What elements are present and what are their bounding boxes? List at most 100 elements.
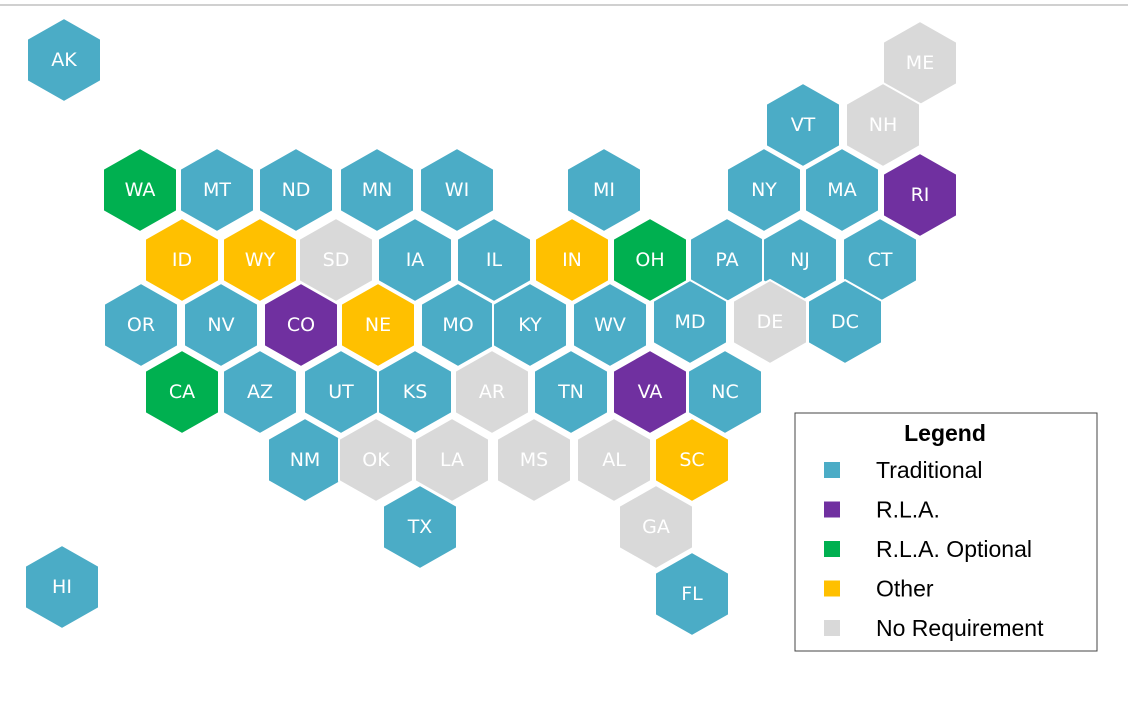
state-hex (612, 216, 688, 304)
state-hex (340, 281, 416, 369)
state-hex (726, 146, 802, 234)
state-label: IL (486, 249, 503, 271)
state-label: NC (711, 381, 738, 403)
state-hex (382, 483, 458, 571)
state-label: TX (407, 516, 433, 538)
state-hex (24, 543, 100, 631)
state-label: WA (125, 179, 156, 201)
state-label: OK (362, 449, 390, 471)
state-label: NJ (790, 249, 810, 271)
state-hex (576, 416, 652, 504)
state-label: MI (593, 179, 615, 201)
state-label: AL (602, 449, 626, 471)
state-label: FL (681, 583, 703, 605)
state-label: ND (282, 179, 311, 201)
state-hex (845, 81, 921, 169)
state-label: WY (245, 249, 276, 271)
state-hex (654, 550, 730, 638)
state-hex (496, 416, 572, 504)
state-hex (533, 348, 609, 436)
state-hex (572, 281, 648, 369)
state-label: MO (442, 314, 473, 336)
state-hex (338, 416, 414, 504)
state-label: AZ (247, 381, 273, 403)
state-label: NY (751, 179, 777, 201)
state-hex (222, 348, 298, 436)
state-label: OR (127, 314, 155, 336)
legend-label: Traditional (876, 457, 983, 483)
state-hex (222, 216, 298, 304)
state-hex (654, 416, 730, 504)
state-label: DC (831, 311, 859, 333)
state-label: NH (869, 114, 898, 136)
state-label: MT (203, 179, 231, 201)
state-hex (804, 146, 880, 234)
state-label: KS (403, 381, 428, 403)
legend-label: R.L.A. Optional (876, 536, 1032, 562)
state-hex (687, 348, 763, 436)
state-hex (377, 216, 453, 304)
state-label: TN (557, 381, 584, 403)
state-label: RI (911, 184, 930, 206)
state-hex (534, 216, 610, 304)
state-hex (183, 281, 259, 369)
state-label: WV (594, 314, 626, 336)
state-hex (144, 348, 220, 436)
state-label: AR (479, 381, 505, 403)
state-label: VA (638, 381, 663, 403)
legend-swatch (824, 541, 840, 557)
state-hex (103, 281, 179, 369)
state-label: ID (172, 249, 192, 271)
state-label: SC (679, 449, 704, 471)
state-label: MD (674, 311, 705, 333)
legend-box (794, 412, 1098, 652)
state-label: IA (406, 249, 425, 271)
legend-swatch (824, 501, 840, 518)
state-label: OH (635, 249, 664, 271)
state-label: NM (290, 449, 321, 471)
legend-label: No Requirement (876, 615, 1044, 641)
state-hex (454, 348, 530, 436)
state-label: HI (52, 576, 72, 598)
legend-swatch (824, 620, 840, 636)
state-label: WI (445, 179, 469, 201)
state-hex (377, 348, 453, 436)
state-label: MS (520, 449, 548, 471)
state-label: UT (328, 381, 354, 403)
state-hex (144, 216, 220, 304)
state-label: MN (362, 179, 393, 201)
legend-label: Other (876, 576, 934, 602)
state-hex (882, 151, 958, 239)
state-label: ME (906, 52, 934, 74)
state-label: IN (562, 249, 582, 271)
state-label: AK (51, 49, 77, 71)
state-hex (102, 146, 178, 234)
state-label: VT (791, 114, 816, 136)
state-hex (566, 146, 642, 234)
state-label: PA (715, 249, 738, 271)
state-label: CO (287, 314, 315, 336)
state-label: GA (642, 516, 670, 538)
state-hex (339, 146, 415, 234)
state-label: KY (518, 314, 542, 336)
state-label: NE (365, 314, 391, 336)
state-hex (618, 483, 694, 571)
state-label: CT (868, 249, 893, 271)
state-label: LA (440, 449, 464, 471)
state-hex (26, 16, 102, 104)
state-label: DE (757, 311, 784, 333)
state-label: MA (827, 179, 856, 201)
states: AK ME VT NH WA MT ND MN WI MI NY MA RI ID WY SD IA IL IN OH… (24, 16, 958, 638)
state-label: NV (207, 314, 234, 336)
state-hex (263, 281, 339, 369)
legend-title: Legend (904, 420, 986, 446)
state-hex (492, 281, 568, 369)
legend-swatch (824, 580, 840, 597)
state-hex (414, 416, 490, 504)
state-hex (456, 216, 532, 304)
legend-label: R.L.A. (876, 497, 940, 523)
state-hex (419, 146, 495, 234)
state-hex (765, 81, 841, 169)
legend-swatch (824, 462, 840, 478)
